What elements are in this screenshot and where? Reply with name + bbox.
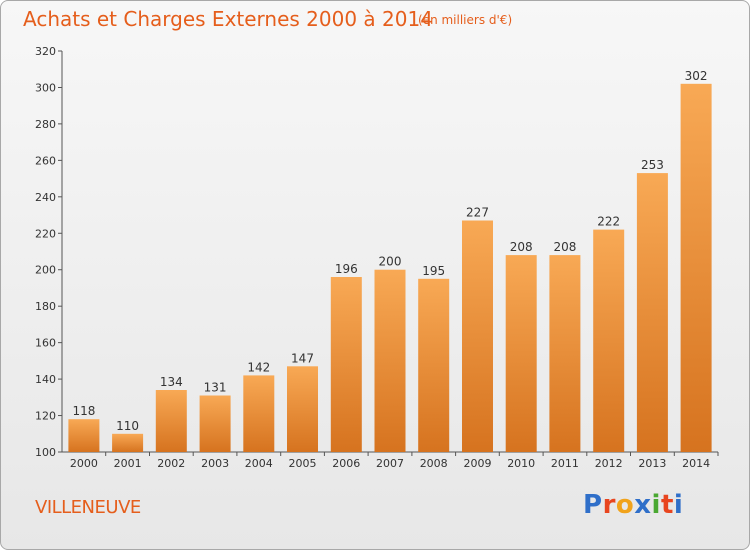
y-tick-label: 140	[35, 373, 56, 386]
bar	[243, 375, 275, 452]
logo-letter: P	[583, 490, 603, 520]
bar-value-label: 200	[379, 255, 402, 269]
city-name: VILLENEUVE	[35, 497, 141, 518]
x-tick-label: 2012	[595, 457, 623, 470]
bar-value-label: 118	[72, 404, 95, 418]
x-tick-label: 2006	[332, 457, 360, 470]
bar-value-label: 195	[422, 264, 445, 278]
y-tick-label: 280	[35, 118, 56, 131]
bar	[112, 433, 144, 452]
bar	[680, 83, 712, 453]
bar-value-label: 208	[510, 240, 533, 254]
logo-letter: i	[673, 490, 684, 520]
logo-letter: o	[615, 490, 635, 520]
bar-value-label: 131	[204, 381, 227, 395]
chart-title: Achats et Charges Externes 2000 à 2014	[23, 7, 433, 31]
bar	[418, 278, 450, 452]
x-tick-label: 2001	[114, 457, 142, 470]
x-tick-label: 2010	[507, 457, 535, 470]
x-tick-label: 2002	[157, 457, 185, 470]
bar-value-label: 253	[641, 158, 664, 172]
y-tick-label: 120	[35, 410, 56, 423]
bar	[68, 419, 100, 452]
logo-letter: i	[651, 490, 661, 520]
bar	[636, 173, 668, 452]
chart-bars	[68, 83, 712, 453]
chart-subtitle: (en milliers d'€)	[418, 13, 513, 27]
x-tick-label: 2004	[245, 457, 273, 470]
bar-value-label: 142	[247, 360, 270, 374]
y-tick-label: 220	[35, 227, 56, 240]
logo-letter: t	[660, 490, 674, 520]
y-tick-label: 200	[35, 264, 56, 277]
bar-value-label: 302	[685, 69, 708, 83]
bar	[330, 277, 362, 452]
y-tick-label: 320	[35, 45, 56, 58]
y-tick-label: 160	[35, 337, 56, 350]
bar-value-label: 134	[160, 375, 183, 389]
bar	[199, 395, 231, 452]
x-tick-label: 2007	[376, 457, 404, 470]
bar	[505, 255, 537, 452]
bar	[287, 366, 318, 452]
x-tick-label: 2008	[420, 457, 448, 470]
chart-value-labels: 118 110 134 131 142 147 196 200 195 227 208 208 222 2…	[72, 69, 707, 433]
x-tick-label: 2014	[682, 457, 710, 470]
chart-axes: 100 120 140 160 180 200 220 240 260 280 300 320 2000…	[35, 45, 719, 470]
y-tick-label: 300	[35, 81, 56, 94]
x-tick-label: 2000	[70, 457, 98, 470]
bar	[593, 229, 625, 452]
bar	[549, 255, 581, 452]
bar-value-label: 227	[466, 206, 489, 220]
bar	[155, 390, 187, 452]
x-tick-label: 2011	[551, 457, 579, 470]
bar-value-label: 222	[597, 215, 620, 229]
x-tick-label: 2003	[201, 457, 229, 470]
logo-letter: r	[602, 490, 616, 520]
bar-value-label: 147	[291, 351, 314, 365]
x-tick-label: 2005	[289, 457, 317, 470]
logo-letter: x	[634, 490, 652, 520]
bar-value-label: 208	[553, 240, 576, 254]
y-tick-label: 180	[35, 300, 56, 313]
bar	[462, 220, 493, 452]
proxiti-logo: Proxiti	[583, 490, 683, 520]
bar-value-label: 196	[335, 262, 358, 276]
x-tick-label: 2009	[464, 457, 492, 470]
y-tick-label: 260	[35, 154, 56, 167]
bar	[374, 269, 406, 452]
y-tick-label: 240	[35, 191, 56, 204]
bar-value-label: 110	[116, 419, 139, 433]
x-tick-label: 2013	[638, 457, 666, 470]
y-tick-label: 100	[35, 446, 56, 459]
